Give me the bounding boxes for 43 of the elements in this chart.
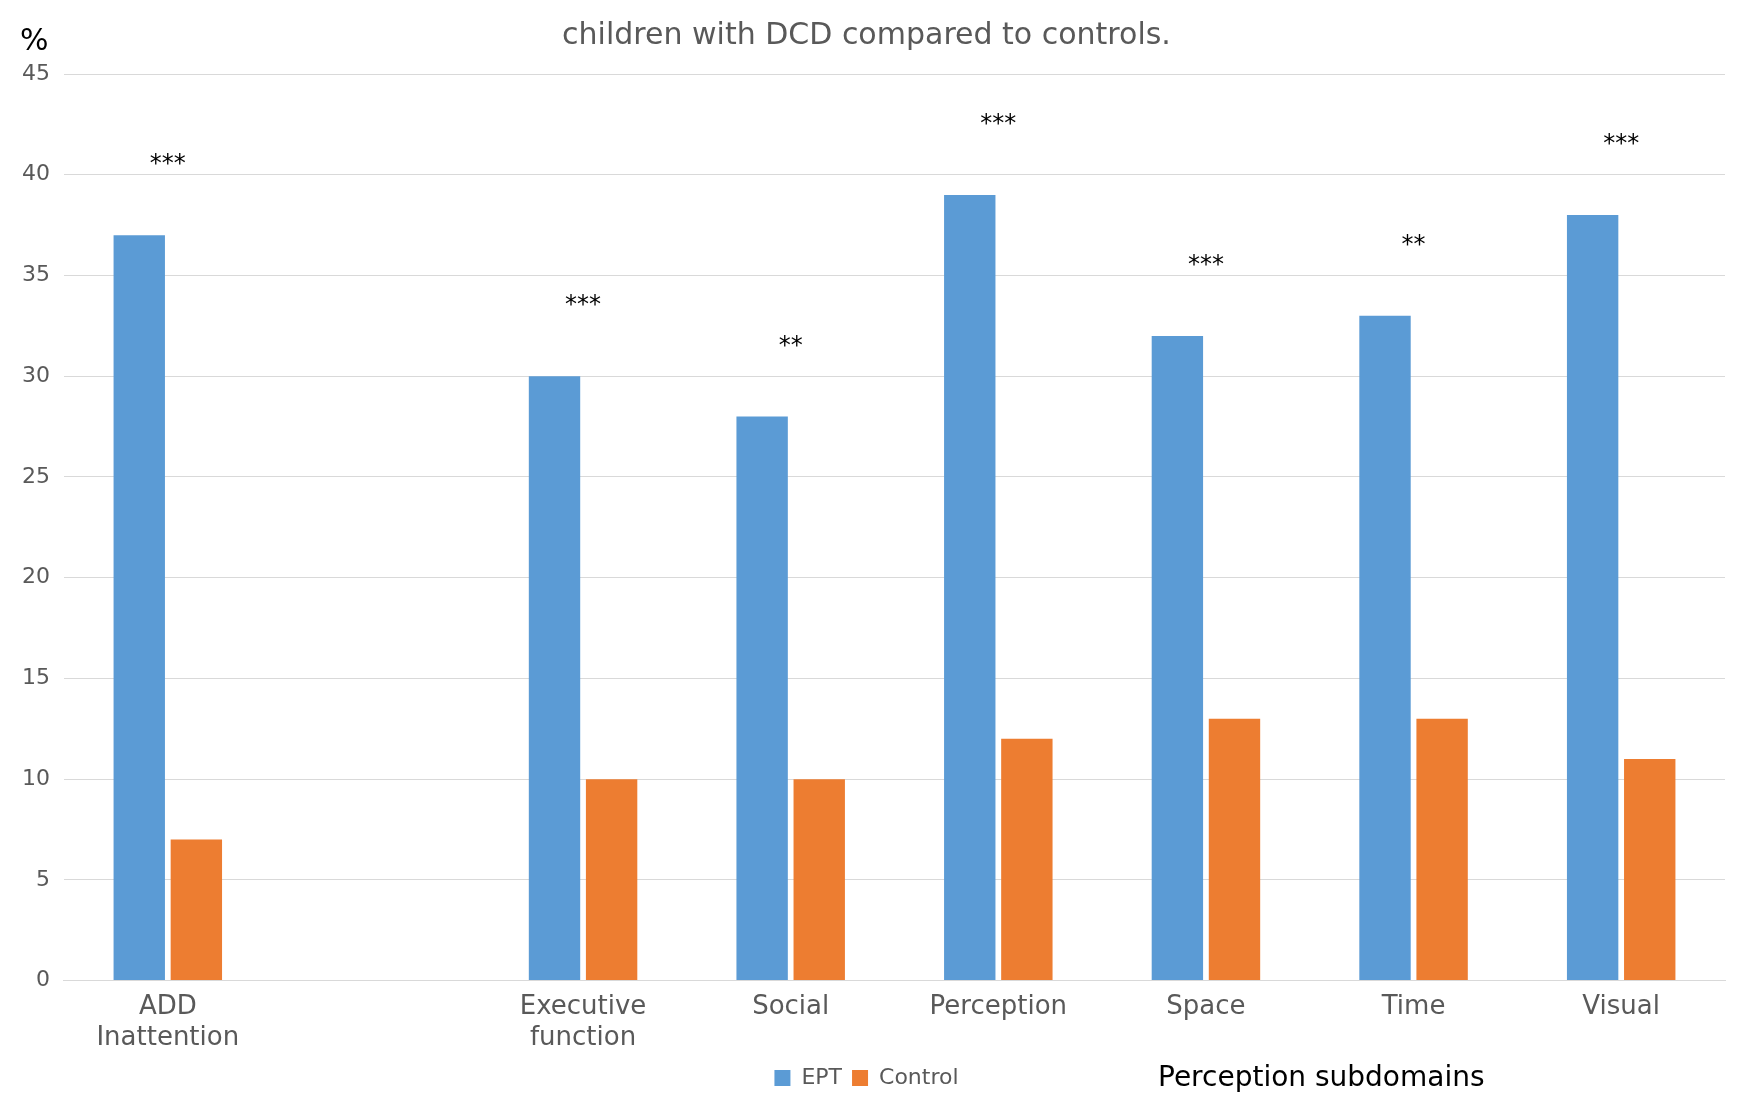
y-tick-label: 35 — [21, 261, 50, 287]
bar — [1624, 758, 1676, 981]
y-tick-label: 25 — [21, 462, 50, 488]
y-tick-label: 5 — [35, 865, 50, 891]
chart-title: children with DCD compared to controls. — [562, 15, 1171, 51]
legend-label: EPT — [801, 1063, 843, 1089]
annotation: *** — [980, 109, 1017, 138]
annotation: *** — [149, 149, 186, 178]
annotation: ** — [1401, 229, 1426, 258]
annotation: ** — [778, 330, 803, 359]
legend-label: Control — [879, 1063, 959, 1089]
x-tick-label: Time — [1380, 989, 1446, 1020]
annotation: *** — [1187, 250, 1224, 279]
bar — [1001, 738, 1053, 981]
y-tick-label: 20 — [21, 563, 50, 589]
bar — [170, 839, 223, 981]
x-tick-label: Visual — [1582, 989, 1660, 1020]
y-axis-title: % — [20, 22, 49, 57]
y-tick-label: 0 — [35, 966, 50, 992]
x-tick-label: Perception — [929, 989, 1068, 1020]
bar — [1208, 718, 1261, 981]
y-tick-label: 45 — [21, 59, 50, 85]
bar — [528, 376, 581, 981]
y-tick-label: 30 — [21, 361, 50, 387]
x-tick-label: Social — [752, 989, 830, 1020]
annotation: *** — [1603, 129, 1640, 158]
x-tick-label: ADD Inattention — [96, 989, 240, 1052]
bar — [1359, 315, 1411, 981]
bar — [585, 779, 638, 981]
annotation: *** — [565, 290, 602, 319]
bar — [113, 235, 165, 981]
x-tick-label: Executive function — [519, 989, 647, 1052]
bar — [1416, 718, 1468, 981]
y-tick-label: 10 — [21, 764, 50, 790]
y-tick-label: 40 — [21, 160, 50, 186]
bar — [1151, 335, 1204, 981]
y-tick-label: 15 — [21, 664, 50, 690]
x-tick-label: Space — [1166, 989, 1246, 1020]
text: Perception subdomains — [1158, 1060, 1485, 1093]
bar — [1566, 215, 1619, 981]
bar — [944, 194, 996, 981]
bar — [736, 416, 788, 981]
bar — [793, 779, 845, 981]
